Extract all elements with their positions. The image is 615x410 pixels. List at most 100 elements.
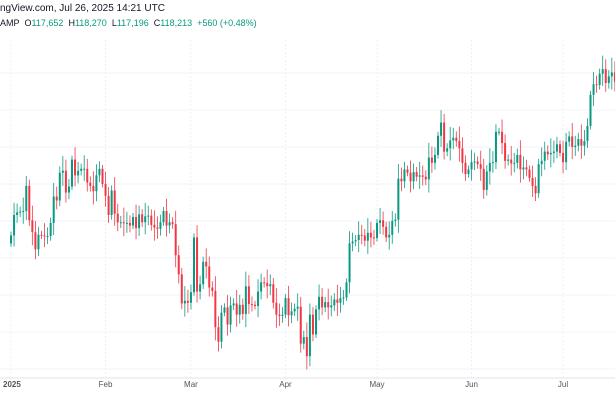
candle-body — [537, 164, 540, 194]
candle-body — [376, 222, 378, 239]
candle-body — [110, 190, 113, 215]
candle-body — [193, 237, 195, 293]
candle-body — [382, 220, 385, 227]
candle-body — [16, 212, 19, 215]
candle-body — [427, 157, 430, 180]
candle-body — [49, 222, 52, 237]
candle-body — [433, 154, 436, 163]
candle-body — [31, 220, 34, 233]
chart-source-timestamp: ngView.com, Jul 26, 2025 14:21 UTC — [0, 3, 165, 14]
candle-body — [238, 304, 241, 315]
candle-body — [144, 216, 147, 223]
candle-body — [46, 236, 49, 238]
candle-body — [385, 226, 388, 238]
candle-body — [354, 240, 357, 242]
candle-body — [333, 299, 336, 306]
candle-body — [266, 282, 269, 287]
candle-body — [604, 69, 607, 83]
ohlc-legend: AMP O117,652 H118,270 L117,196 C118,213 … — [0, 18, 257, 28]
candle-body — [464, 162, 467, 175]
candle-body — [202, 261, 205, 285]
candle-body — [519, 154, 522, 170]
candle-body — [272, 284, 275, 303]
candle-body — [595, 84, 598, 86]
candle-body — [403, 169, 406, 182]
candle-body — [281, 314, 284, 316]
candle-body — [397, 178, 400, 220]
candle-body — [226, 307, 229, 325]
candle-body — [534, 185, 537, 194]
candle-body — [342, 297, 345, 299]
candle-body — [528, 169, 531, 179]
candle-body — [244, 286, 247, 314]
candle-body — [43, 235, 46, 237]
candle-body — [424, 176, 427, 180]
candle-body — [104, 183, 107, 196]
candle-body — [482, 168, 485, 190]
candle-body — [34, 232, 37, 250]
candle-body — [565, 141, 568, 163]
candle-body — [559, 144, 561, 153]
candle-body — [327, 302, 330, 308]
high-label: H — [68, 18, 75, 28]
candle-body — [525, 167, 528, 170]
candle-body — [415, 172, 418, 177]
candle-body — [348, 243, 351, 283]
candle-body — [610, 72, 613, 77]
candle-body — [302, 337, 305, 344]
candle-body — [19, 211, 22, 213]
candle-body — [458, 141, 461, 149]
candle-body — [412, 172, 415, 182]
candle-body — [101, 168, 104, 184]
candle-body — [308, 314, 311, 357]
candle-body — [74, 159, 77, 176]
x-tick-label: Mar — [184, 380, 198, 389]
candle-body — [510, 159, 513, 164]
candle-body — [208, 266, 211, 288]
candle-body — [577, 139, 580, 146]
candle-body — [113, 190, 116, 214]
candle-body — [394, 219, 397, 221]
candle-body — [498, 131, 500, 133]
low-label: L — [111, 18, 117, 28]
candle-body — [22, 211, 25, 213]
candle-body — [324, 302, 327, 308]
candle-body — [235, 303, 238, 315]
candle-body — [421, 175, 424, 177]
candle-body — [132, 216, 134, 226]
candle-body — [211, 287, 214, 291]
symbol-label: AMP — [0, 18, 20, 28]
candle-body — [183, 300, 186, 304]
candle-body — [10, 235, 12, 244]
candle-body — [229, 305, 232, 325]
candle-body — [125, 222, 128, 224]
x-tick-label: Jun — [465, 380, 478, 389]
candle-body — [89, 182, 92, 186]
candle-body — [305, 337, 308, 357]
candle-body — [77, 170, 80, 176]
candle-body — [583, 141, 586, 146]
candle-body — [293, 308, 296, 312]
candle-body — [357, 234, 360, 241]
candle-body — [52, 196, 55, 223]
candle-body — [217, 327, 220, 342]
candle-body — [284, 298, 287, 315]
candle-body — [250, 304, 253, 306]
candle-body — [299, 306, 302, 344]
candle-body — [86, 168, 89, 183]
change-value: +560 (+0.48%) — [197, 18, 257, 28]
candle-body — [549, 152, 552, 155]
candle-body — [275, 302, 278, 315]
candle-body — [269, 284, 272, 287]
candle-body — [586, 125, 589, 142]
candle-body — [571, 136, 574, 147]
close-value: 118,213 — [160, 18, 193, 28]
candle-body — [449, 140, 452, 149]
candle-body — [205, 261, 208, 267]
candle-body — [263, 282, 266, 284]
candle-body — [171, 222, 174, 225]
candle-body — [257, 291, 260, 307]
candle-body — [159, 222, 162, 229]
candle-body — [501, 131, 504, 144]
